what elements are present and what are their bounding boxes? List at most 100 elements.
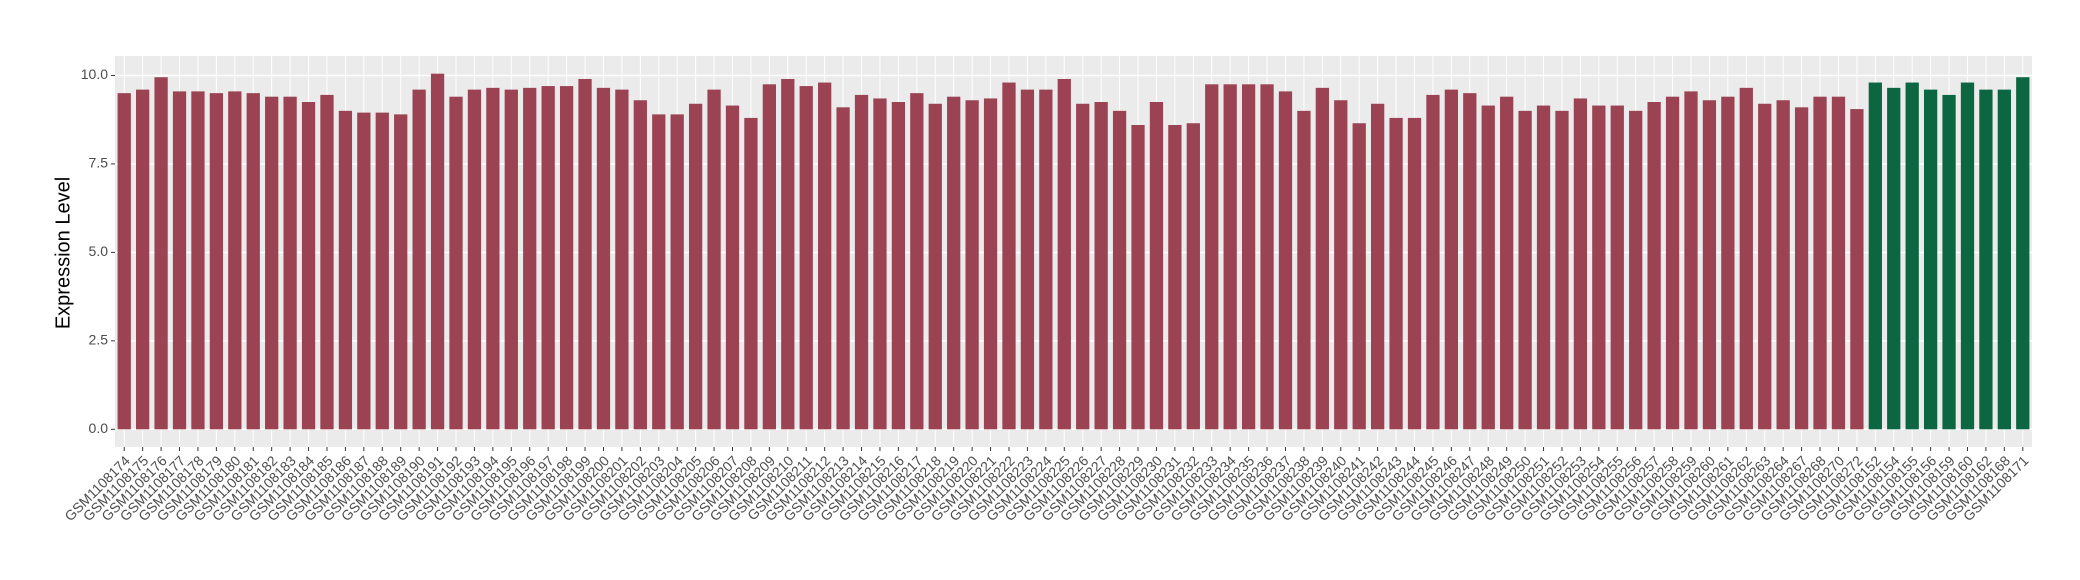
bar <box>1610 105 1624 430</box>
bar <box>559 86 574 430</box>
bar <box>1573 98 1588 430</box>
bar <box>1739 87 1753 430</box>
bar <box>338 110 353 430</box>
bar <box>670 114 684 430</box>
bar <box>1481 105 1495 430</box>
bar <box>1831 96 1846 430</box>
bar <box>486 87 500 430</box>
bar <box>265 96 279 430</box>
bar <box>1665 96 1680 430</box>
bar <box>1389 117 1403 430</box>
bar <box>1131 125 1145 430</box>
bar <box>891 102 906 430</box>
bar <box>1536 105 1551 430</box>
bar <box>1260 84 1274 430</box>
bar <box>154 77 168 430</box>
bar <box>1518 110 1532 430</box>
bar <box>633 100 647 430</box>
bar <box>1776 100 1790 430</box>
bar <box>965 100 979 430</box>
bar <box>910 93 924 430</box>
bar <box>1076 103 1090 430</box>
bar <box>394 114 408 430</box>
bar <box>412 89 426 430</box>
bar <box>596 87 611 430</box>
bar <box>947 96 961 430</box>
bar <box>1094 102 1108 430</box>
bar <box>467 89 482 430</box>
bar <box>1629 110 1643 430</box>
bar <box>799 86 813 430</box>
bar <box>1186 123 1200 430</box>
bar <box>1997 89 2011 430</box>
bar <box>1905 82 1919 430</box>
y-tick-label: 5.0 <box>89 243 109 259</box>
bar <box>1223 84 1237 430</box>
bar <box>375 112 389 430</box>
bar <box>228 91 242 430</box>
bar <box>504 89 518 430</box>
bar <box>136 89 150 430</box>
bar <box>781 79 795 430</box>
bar <box>523 87 537 430</box>
bar <box>1684 91 1698 430</box>
bar <box>1334 100 1348 430</box>
bar <box>1371 103 1385 430</box>
bar <box>283 96 297 430</box>
bar <box>1020 89 1035 430</box>
bar <box>615 89 629 430</box>
bar <box>1426 94 1440 430</box>
bar <box>1039 89 1053 430</box>
y-tick-label: 7.5 <box>89 155 109 171</box>
bar <box>744 117 758 430</box>
bar <box>873 98 887 430</box>
bar <box>2016 77 2030 430</box>
bar <box>1979 89 1993 430</box>
bar <box>320 94 334 430</box>
bar <box>652 114 666 430</box>
bar <box>1297 110 1311 430</box>
bar <box>1149 102 1164 430</box>
bar <box>541 86 555 430</box>
bar <box>357 112 371 430</box>
bar <box>762 84 776 430</box>
bar <box>117 93 131 430</box>
bar <box>1241 84 1256 430</box>
bar <box>246 93 260 430</box>
bar <box>983 98 998 430</box>
bar <box>1002 82 1016 430</box>
bar <box>172 91 187 430</box>
bar <box>1794 107 1809 430</box>
bar <box>1407 117 1422 430</box>
bar <box>1205 84 1219 430</box>
bar <box>1168 125 1182 430</box>
bar <box>1758 103 1772 430</box>
bar <box>725 105 740 430</box>
y-axis-title: Expression Level <box>52 177 74 329</box>
bar <box>688 103 703 430</box>
bar <box>928 103 942 430</box>
bar <box>191 91 205 430</box>
y-tick-label: 10.0 <box>81 66 108 82</box>
bar <box>1647 102 1661 430</box>
bar <box>1813 96 1827 430</box>
bar <box>836 107 850 430</box>
bar <box>1923 89 1938 430</box>
y-tick-label: 2.5 <box>89 332 109 348</box>
bar <box>1721 96 1735 430</box>
bar <box>1555 110 1569 430</box>
bar <box>1887 87 1901 430</box>
bar <box>1463 93 1477 430</box>
bar <box>1850 109 1864 430</box>
bar <box>209 93 224 430</box>
bar <box>301 102 316 430</box>
bar <box>1500 96 1514 430</box>
y-tick-label: 0.0 <box>89 420 109 436</box>
bar <box>1960 82 1975 430</box>
bar <box>1315 87 1329 430</box>
bar <box>1868 82 1882 430</box>
bar <box>1112 110 1127 430</box>
bar <box>1444 89 1459 430</box>
